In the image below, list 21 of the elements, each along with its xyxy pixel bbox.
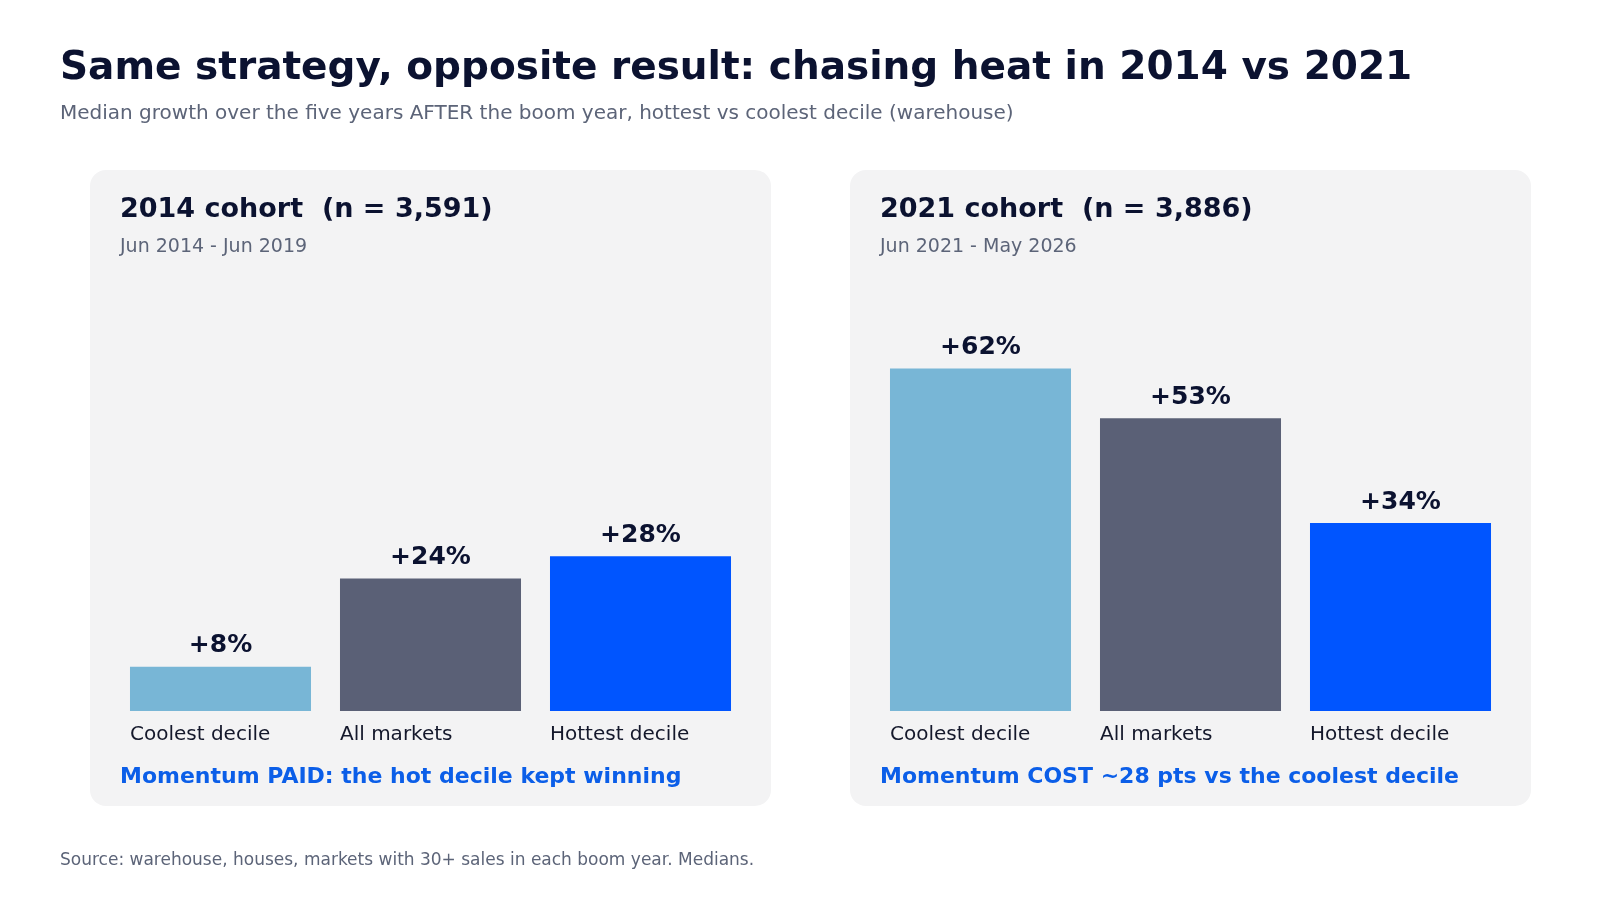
chart-subtitle: Jun 2014 - Jun 2019 bbox=[120, 233, 308, 257]
data-label: +34% bbox=[1360, 485, 1441, 515]
x-tick-label: Coolest decile bbox=[129, 721, 271, 746]
data-label: +8% bbox=[188, 629, 253, 659]
data-label: +24% bbox=[390, 540, 471, 570]
text: Momentum COST ~28 pts vs the coolest decile bbox=[880, 763, 1459, 789]
data-label: +53% bbox=[1150, 380, 1231, 410]
data-label: +28% bbox=[600, 518, 681, 548]
text: Same strategy, opposite result: chasing heat in 2014 vs 2021 bbox=[60, 42, 1413, 90]
data-label: +62% bbox=[940, 330, 1021, 360]
x-tick-label: Hottest decile bbox=[1309, 721, 1450, 746]
source-note: Source: warehouse, houses, markets with 30+ sales in each boom year. Medians. bbox=[60, 848, 755, 870]
text: Median growth over the five years AFTER the boom year, hottest vs coolest decile (warehouse) bbox=[60, 99, 1014, 125]
x-tick-label: All markets bbox=[339, 721, 453, 746]
x-tick-label: Coolest decile bbox=[889, 721, 1031, 746]
text: Momentum PAID: the hot decile kept winning bbox=[120, 763, 682, 789]
chart-title: 2014 cohort (n = 3,591) bbox=[120, 192, 493, 224]
chart-title: 2021 cohort (n = 3,886) bbox=[880, 192, 1253, 224]
x-tick-label: All markets bbox=[1099, 721, 1213, 746]
chart-subtitle: Jun 2021 - May 2026 bbox=[880, 233, 1077, 257]
x-tick-label: Hottest decile bbox=[549, 721, 690, 746]
